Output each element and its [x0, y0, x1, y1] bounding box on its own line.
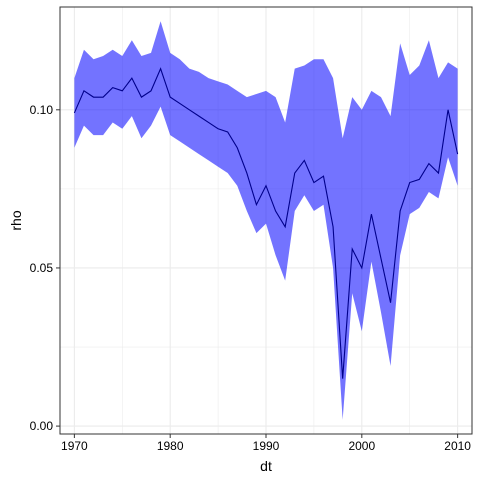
x-tick-label: 1970	[61, 439, 88, 453]
x-axis-title: dt	[260, 458, 272, 474]
y-tick-label: 0.10	[30, 103, 54, 117]
y-tick-label: 0.00	[30, 419, 54, 433]
x-tick-label: 2000	[348, 439, 375, 453]
x-tick-label: 2010	[444, 439, 471, 453]
x-tick-label: 1990	[253, 439, 280, 453]
x-tick-label: 1980	[157, 439, 184, 453]
y-axis-title: rho	[8, 210, 24, 230]
rho-line	[73, 67, 459, 379]
y-tick-label: 0.05	[30, 261, 54, 275]
confidence-ribbon	[74, 21, 458, 420]
y-axis-ticks: 0.00 0.05 0.10	[30, 103, 60, 433]
x-axis-ticks: 1970 1980 1990 2000 2010	[61, 434, 471, 453]
